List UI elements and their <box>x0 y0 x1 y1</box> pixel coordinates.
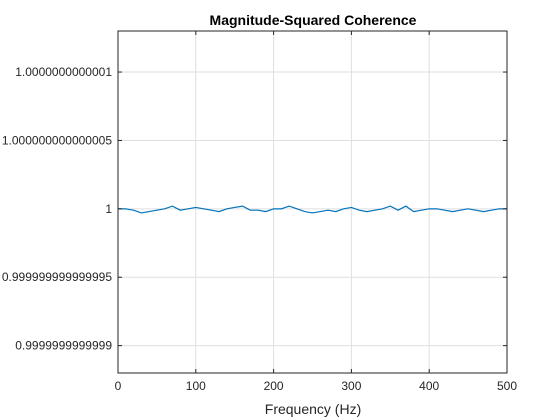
coherence-series-line <box>118 205 507 214</box>
plot-series <box>118 205 507 214</box>
ticks <box>117 31 508 373</box>
x-axis-label: Frequency (Hz) <box>265 401 361 417</box>
x-tick-label: 0 <box>115 379 122 393</box>
y-tick-label: 0.9999999999999 <box>15 339 112 353</box>
x-tick-label: 500 <box>497 379 517 393</box>
x-tick-label: 400 <box>419 379 439 393</box>
chart-title: Magnitude-Squared Coherence <box>210 12 417 28</box>
y-tick-label: 1.0000000000001 <box>15 65 112 79</box>
x-tick-label: 200 <box>264 379 284 393</box>
x-tick-label: 300 <box>341 379 361 393</box>
tick-labels: 0 100 200 300 400 500 0.9999999999999 0.9999999… <box>2 65 517 393</box>
y-tick-label: 1.000000000000005 <box>2 133 112 147</box>
x-tick-label: 100 <box>186 379 206 393</box>
y-tick-label: 0.999999999999995 <box>2 270 112 284</box>
axes-frame <box>117 30 508 374</box>
y-tick-label: 1 <box>105 202 112 216</box>
grid <box>118 31 507 373</box>
